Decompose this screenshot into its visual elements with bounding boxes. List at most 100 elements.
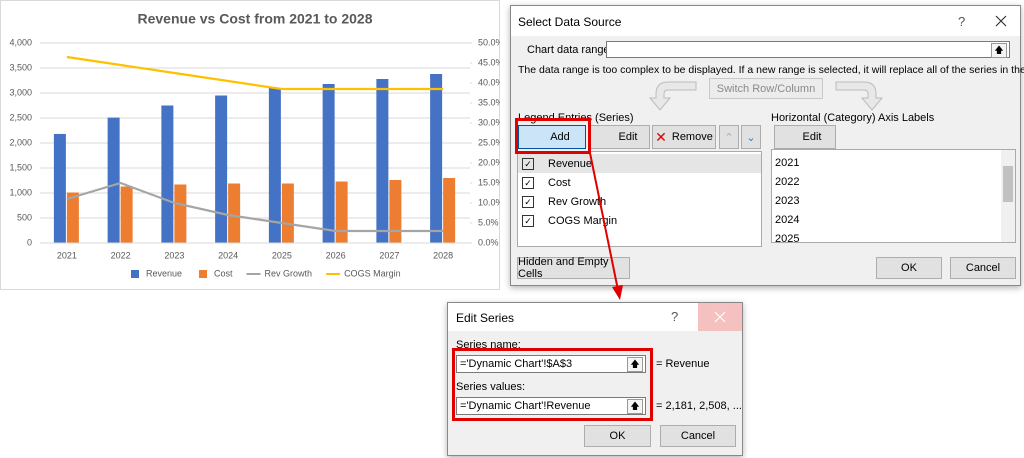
cancel-button[interactable]: Cancel [660,425,736,447]
series-name-input[interactable]: ='Dynamic Chart'!$A$3 🡅 [456,355,646,373]
x-tick-label: 2023 [164,250,184,260]
help-button[interactable]: ? [671,309,679,324]
bar [335,181,348,243]
series-entry-label: COGS Margin [548,214,618,227]
y2-tick-label: 10.0% [478,197,500,207]
range-label: Chart data range: [527,44,613,56]
edit-button[interactable]: Edit [590,125,650,149]
edit-label: Edit [618,131,638,143]
x-tick-label: 2027 [379,250,399,260]
y-tick-label: 3,000 [9,87,32,97]
bar [228,183,241,243]
bar [389,180,402,243]
title-bar [511,6,1020,36]
bar [215,95,228,243]
legend-label: Cost [214,268,233,278]
axis-edit-label: Edit [802,131,822,143]
highlight-fields [452,348,653,421]
cancel-button[interactable]: Cancel [950,257,1016,279]
legend-swatch [131,270,139,278]
select-data-source-dialog: Select Data Source ? Chart data range: 🡅… [510,5,1024,286]
y-tick-label: 1,000 [9,187,32,197]
x-tick-label: 2028 [433,250,453,260]
range-input[interactable]: 🡅 [606,41,1010,58]
series-values-ref: ='Dynamic Chart'!Revenue [460,400,591,412]
chart: Revenue vs Cost from 2021 to 2028 0 500 1,… [0,0,500,290]
x-tick-label: 2021 [57,250,77,260]
add-label: Add [550,131,570,143]
line [66,55,444,91]
y-tick-label: 500 [17,212,32,222]
y2-tick-label: 50.0% [478,37,500,47]
y2-tick-label: 30.0% [478,117,500,127]
series-entry-label: Revenue [548,157,593,170]
highlight-add [515,118,591,154]
close-button[interactable] [698,303,742,331]
bar [107,117,120,243]
dialog-title: Edit Series [456,311,515,325]
ok-button[interactable]: OK [584,425,651,447]
bar [174,184,187,243]
hidden-empty-cells-button[interactable]: Hidden and Empty Cells [517,256,630,280]
x-tick-label: 2026 [326,250,346,260]
bar [281,183,294,243]
axis-label-entry[interactable]: 2024 [775,213,800,226]
dialog-title: Select Data Source [518,15,622,29]
bar [161,105,174,243]
legend-label: Rev Growth [265,268,313,278]
move-up-button[interactable]: ⌃ [719,125,739,149]
series-values-label: Series values: [456,381,526,393]
remove-label: Remove [671,131,713,143]
switch-arrows [648,81,884,111]
legend-label: COGS Margin [344,268,401,278]
axis-label-entry[interactable]: 2022 [775,175,800,188]
range-message: The data range is too complex to be disp… [518,64,1024,76]
y2-tick-label: 45.0% [478,57,500,67]
series-entry[interactable]: ✓ Revenue [518,154,761,173]
y2-tick-label: 35.0% [478,97,500,107]
close-button[interactable] [995,15,1007,27]
y2-tick-label: 20.0% [478,157,500,167]
scrollbar [1001,150,1015,242]
axis-label-entry[interactable]: 2023 [775,194,800,207]
chart-title: Revenue vs Cost from 2021 to 2028 [138,11,373,27]
bar [120,186,133,243]
axis-edit-button[interactable]: Edit [774,125,836,149]
axis-label-entry[interactable]: 2025 [775,232,800,245]
axis-label-entry[interactable]: 2021 [775,156,800,169]
series-entry-label: Rev Growth [548,195,607,208]
remove-button[interactable]: ✕ Remove [652,125,716,149]
bar [443,178,456,243]
x-tick-label: 2022 [111,250,131,260]
add-button[interactable]: Add [518,125,586,149]
line [66,181,444,233]
bar [66,192,79,243]
series-values-preview: = 2,181, 2,508, ... [656,400,742,412]
y2-tick-label: 40.0% [478,77,500,87]
ok-button[interactable]: OK [876,257,942,279]
chart-area [0,0,500,290]
y2-tick-label: 15.0% [478,177,500,187]
y-tick-label: 2,000 [9,137,32,147]
switch-row-column-button[interactable]: Switch Row/Column [709,78,823,99]
y-tick-label: 2,500 [9,112,32,122]
edit-series-dialog: Edit Series ? Series name: ='Dynamic Cha… [447,302,743,456]
bar [322,84,335,243]
x-tick-label: 2024 [218,250,238,260]
series-name-preview: = Revenue [656,358,710,370]
series-name-ref: ='Dynamic Chart'!$A$3 [460,358,573,370]
series-entry[interactable]: ✓ Rev Growth [518,192,761,211]
legend-label: Revenue [146,268,182,278]
y2-tick-label: 0.0% [478,237,499,247]
bar [53,133,66,243]
move-down-button[interactable]: ⌄ [741,125,761,149]
series-entry[interactable]: ✓ COGS Margin [518,211,761,230]
bar [268,88,281,243]
y-tick-label: 4,000 [9,37,32,47]
bar [430,74,443,243]
series-entry[interactable]: ✓ Cost [518,173,761,192]
y2-tick-label: 25.0% [478,137,500,147]
collapse-button[interactable]: 🡅 [991,43,1007,58]
help-button[interactable]: ? [958,14,966,29]
series-values-input[interactable]: ='Dynamic Chart'!Revenue 🡅 [456,397,646,415]
